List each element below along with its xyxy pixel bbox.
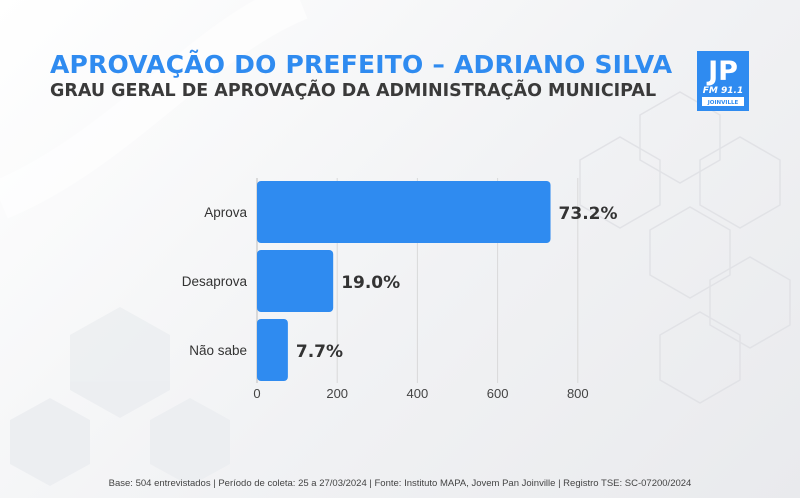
logo-fm-text: FM 91.1: [703, 86, 743, 96]
logo-jp-text: JP: [706, 56, 738, 87]
chart-bars: [257, 181, 551, 381]
x-tick-label: 800: [567, 386, 589, 401]
page-title: APROVAÇÃO DO PREFEITO – ADRIANO SILVA: [50, 50, 673, 79]
logo-city-text: JOINVILLE: [707, 100, 739, 106]
page-subtitle: GRAU GERAL DE APROVAÇÃO DA ADMINISTRAÇÃO…: [50, 81, 657, 101]
x-tick-label: 600: [487, 386, 509, 401]
bar: [257, 181, 551, 243]
bar: [257, 250, 334, 312]
chart-x-tick-labels: 0 200 400 600 800: [253, 386, 588, 401]
data-label: 73.2%: [559, 204, 618, 224]
x-tick-label: 0: [253, 386, 260, 401]
x-tick-label: 200: [326, 386, 348, 401]
data-label: 7.7%: [296, 342, 343, 362]
bar: [257, 319, 288, 381]
category-label: Aprova: [204, 205, 247, 220]
chart-value-labels: 73.2% 19.0% 7.7%: [296, 204, 618, 362]
source-footnote: Base: 504 entrevistados | Período de col…: [108, 478, 692, 489]
x-tick-label: 400: [407, 386, 429, 401]
chart-category-labels: Aprova Desaprova Não sabe: [182, 205, 248, 358]
data-label: 19.0%: [341, 273, 400, 293]
category-label: Desaprova: [182, 274, 248, 289]
jovem-pan-fm-logo: JP FM 91.1 JOINVILLE: [697, 51, 749, 111]
category-label: Não sabe: [189, 343, 247, 358]
